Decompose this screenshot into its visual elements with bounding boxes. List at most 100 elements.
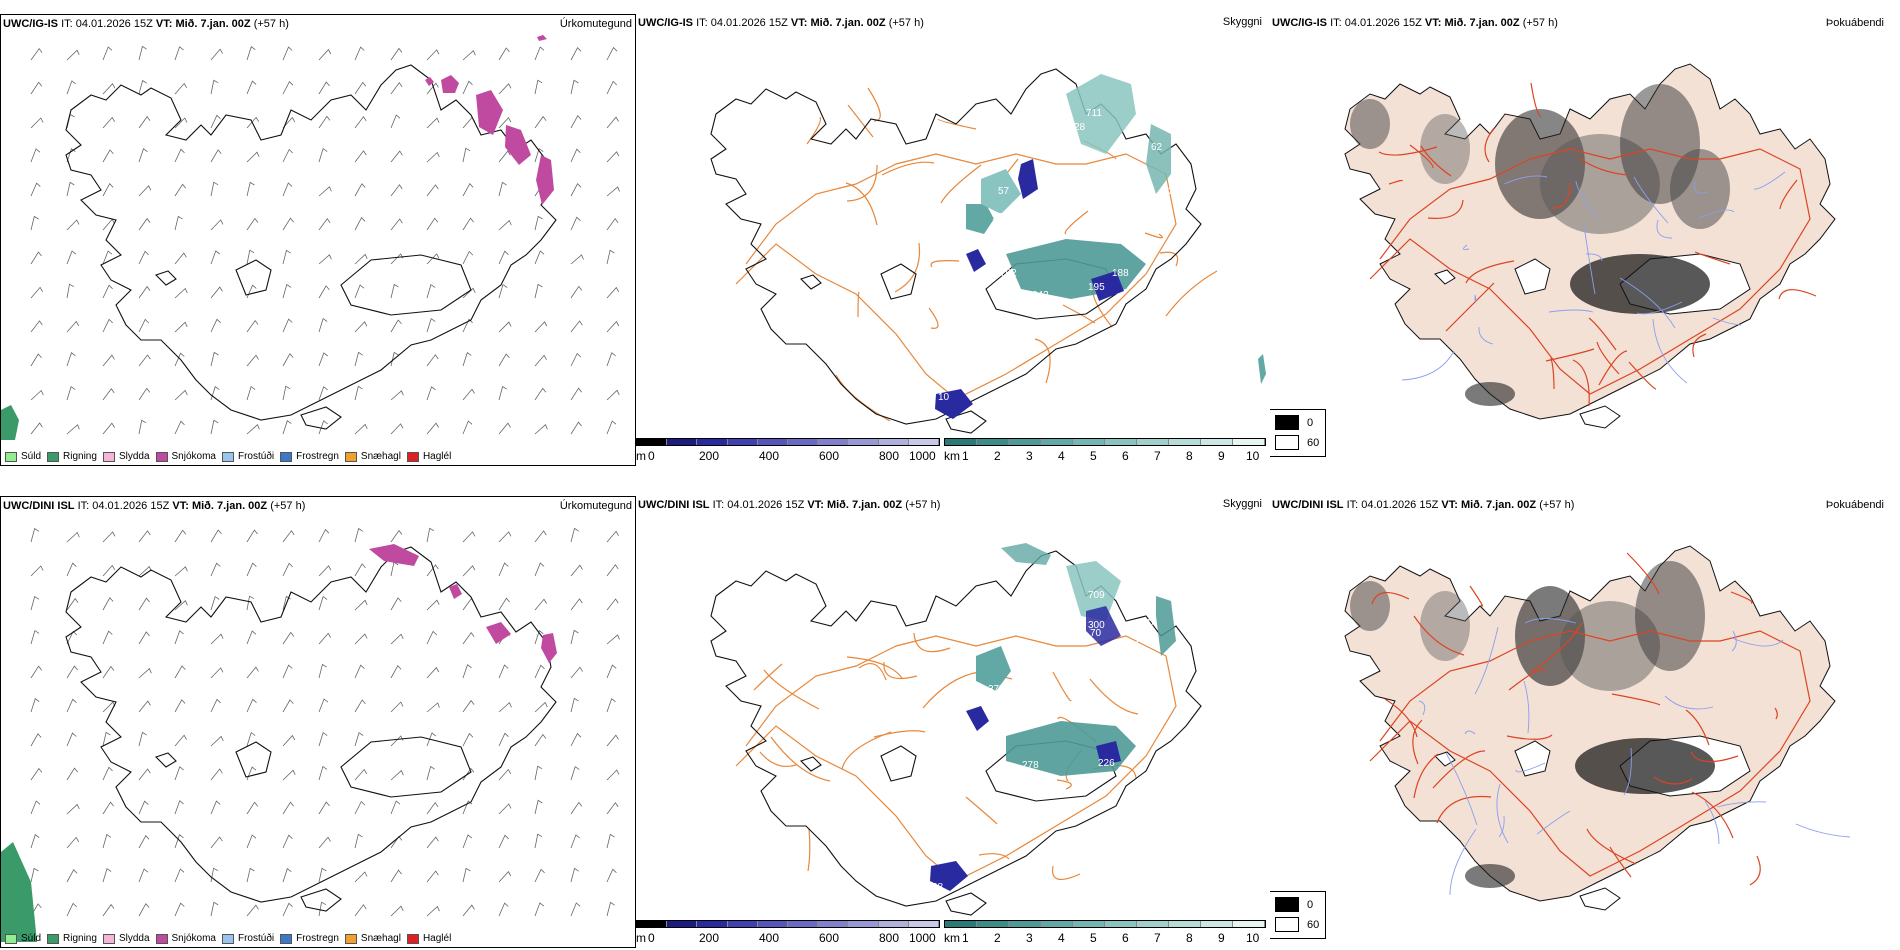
map-shape: [570, 115, 582, 129]
map-shape: [30, 353, 42, 367]
map-shape: [570, 216, 581, 231]
map-shape: [1514, 740, 1551, 777]
map-shape: [1388, 179, 1403, 185]
map-shape: [138, 631, 150, 645]
colorbar-tick-label: km: [944, 931, 960, 945]
map-shape: [1066, 561, 1121, 621]
map-shape: [1578, 157, 1628, 176]
vis-value-label: 711: [1086, 108, 1102, 119]
fog-patch: [1465, 864, 1515, 888]
map-shape: [606, 564, 619, 577]
map-shape: [807, 828, 811, 872]
colorbar-tick-label: 8: [1186, 931, 1193, 945]
panel-header: UWC/DINI ISL IT: 04.01.2026 15Z VT: Mið.…: [1272, 499, 1575, 511]
legend-item: Snjókoma: [155, 451, 216, 462]
map-shape: [1478, 326, 1494, 345]
visibility-panel-bottom: UWC/DINI ISL IT: 04.01.2026 15Z VT: Mið.…: [636, 496, 1270, 948]
map-shape: [462, 867, 471, 883]
map-shape: [534, 321, 548, 333]
map-shape: [1694, 180, 1708, 194]
map-shape: [138, 45, 147, 61]
map-shape: [426, 49, 440, 61]
map-shape: [498, 353, 510, 367]
map-shape: [282, 562, 293, 577]
map-shape: [318, 698, 329, 713]
map-shape: [534, 147, 544, 163]
map-shape: [66, 665, 78, 679]
map-shape: [570, 47, 582, 61]
map-shape: [1086, 606, 1121, 646]
map-shape: [1064, 210, 1089, 235]
map-shape: [66, 767, 79, 781]
map-shape: [318, 836, 331, 849]
map-shape: [210, 114, 221, 129]
map-shape: [30, 867, 39, 883]
panel-title-precip: Úrkomutegund: [559, 18, 632, 30]
fog-patch: [1420, 591, 1470, 661]
legend-element: [818, 921, 849, 927]
map-shape: [462, 287, 476, 299]
legend-item: Haglél: [406, 451, 451, 462]
map-shape: [498, 283, 508, 299]
map-shape: [174, 82, 188, 95]
map-shape: [340, 254, 472, 316]
map-shape: [1469, 585, 1484, 607]
map-shape: [1445, 752, 1478, 826]
map-shape: [1413, 753, 1439, 799]
map-shape: [390, 561, 399, 577]
map-shape: [102, 46, 113, 61]
map-shape: [138, 800, 149, 815]
map-shape: [426, 283, 436, 299]
map-shape: [486, 622, 511, 644]
fog-patch: [1420, 114, 1470, 184]
map-shape: [210, 698, 221, 713]
map-shape: [534, 902, 545, 917]
colorbar-tick-label: 3: [1026, 449, 1033, 463]
map-shape: [66, 80, 76, 95]
map-shape: [498, 597, 510, 611]
map-shape: [1779, 179, 1798, 210]
map-shape: [102, 318, 113, 333]
map-shape: [1749, 855, 1761, 886]
map-shape: [246, 867, 255, 883]
colorbar-tick-label: 400: [759, 449, 780, 463]
map-shape: [505, 125, 531, 165]
colorbar-tick-label: 1: [962, 449, 969, 463]
map-shape: [570, 387, 583, 401]
legend-item: Rigning: [47, 933, 97, 944]
panel-header: UWC/IG-IS IT: 04.01.2026 15Z VT: Mið. 7.…: [638, 17, 924, 29]
legend-element: [102, 451, 115, 462]
map-shape: [282, 116, 296, 129]
map-shape: [570, 765, 580, 781]
fog-legend: 0 60: [1270, 891, 1326, 939]
map-shape: [66, 320, 80, 333]
map-shape: [534, 664, 545, 679]
map-shape: [1694, 251, 1731, 265]
map-shape: [66, 597, 79, 611]
map-shape: [246, 766, 257, 781]
map-shape: [1731, 637, 1784, 647]
map-shape: [1774, 707, 1778, 720]
map-shape: [976, 646, 1011, 691]
fog-shading: [1350, 84, 1730, 406]
vis-value-label: 14: [1146, 618, 1158, 629]
fog-shading: [1350, 561, 1715, 888]
map-shape: [1420, 145, 1452, 177]
map-shape: [753, 663, 783, 691]
map-shape: [282, 699, 294, 713]
map-shape: [426, 117, 440, 129]
colorbar-tick-label: 10: [1246, 449, 1260, 463]
vis-value-label: 300: [1088, 620, 1105, 631]
map-shape: [1596, 341, 1620, 375]
map-shape: [66, 424, 80, 435]
panel-title-precip: Úrkomutegund: [559, 500, 632, 512]
map-shape: [1656, 219, 1673, 239]
map-shape: [390, 529, 403, 543]
iceland-outline: [710, 550, 1202, 916]
map-shape: [1548, 309, 1594, 313]
map-shape: [498, 531, 512, 543]
vis-value-label: 330: [1168, 186, 1185, 197]
map-shape: [449, 584, 462, 599]
map-shape: [1165, 270, 1218, 317]
map-shape: [534, 387, 547, 401]
